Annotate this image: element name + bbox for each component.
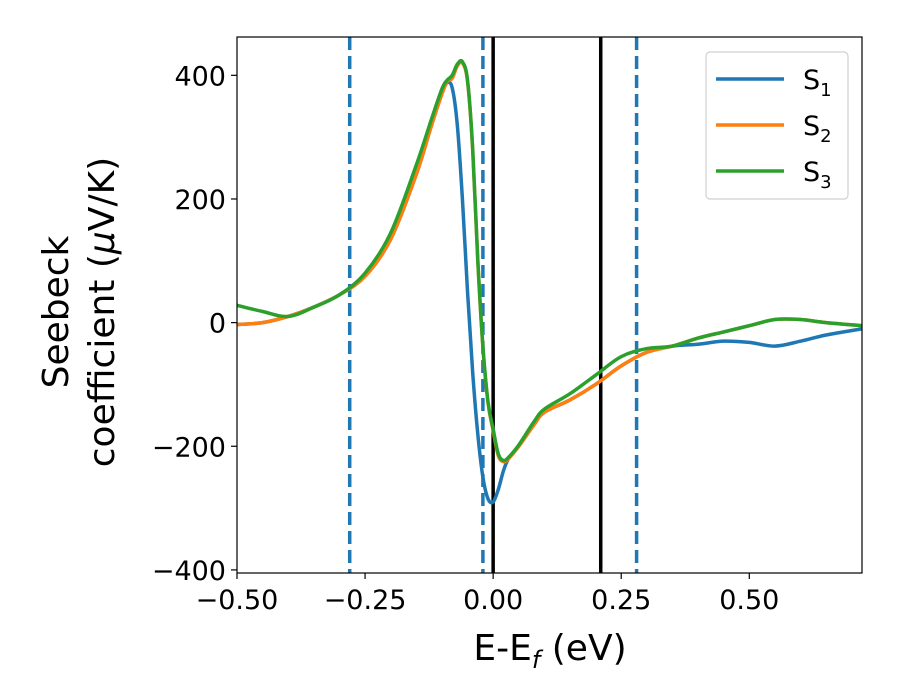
legend-label-s1: S1: [803, 65, 832, 101]
y-tick-label: −400: [152, 556, 226, 587]
legend-label-s2: S2: [803, 111, 832, 147]
ticks: −0.50 −0.25 0.00 0.25 0.50 −400 −200 0 200 400: [152, 61, 780, 616]
plot-area: [236, 36, 863, 574]
x-tick-label: −0.50: [196, 585, 279, 616]
y-axis-label-line2: coefficient (μV/K): [82, 157, 123, 467]
y-tick-label: 200: [174, 185, 226, 216]
series-line-s3: [237, 58, 862, 463]
x-tick-label: 0.00: [463, 585, 523, 616]
plot-frame: [236, 36, 863, 574]
x-tick-label: −0.25: [324, 585, 407, 616]
y-tick-label: −200: [152, 432, 226, 463]
y-tick-label: 0: [209, 309, 226, 340]
x-axis-label: E-Ef (eV): [473, 628, 626, 674]
legend: S1 S2 S3: [705, 51, 849, 200]
y-axis-label: Seebeck coefficient (μV/K): [36, 157, 123, 467]
legend-label-s3: S3: [803, 157, 832, 193]
x-tick-label: 0.50: [719, 585, 779, 616]
y-axis-label-line1: Seebeck: [36, 235, 77, 388]
y-tick-label: 400: [174, 61, 226, 92]
plot-content: [237, 37, 862, 573]
x-tick-label: 0.25: [591, 585, 651, 616]
